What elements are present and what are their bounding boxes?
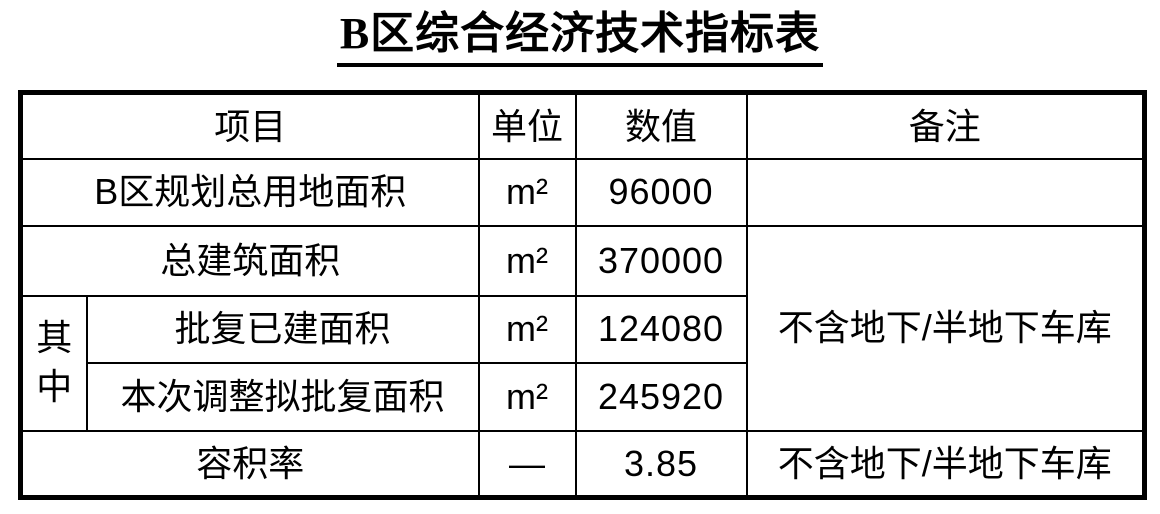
- cell-item: 本次调整拟批复面积: [85, 361, 480, 432]
- cell-remark: 不含地下/半地下车库: [745, 429, 1146, 499]
- cell-unit: m²: [477, 157, 577, 227]
- cell-item: 批复已建面积: [85, 294, 480, 364]
- cell-item: B区规划总用地面积: [19, 157, 480, 227]
- cell-value: 370000: [574, 224, 748, 297]
- table-row-total-land-area: B区规划总用地面积 m² 96000: [19, 157, 1146, 227]
- header-row: 项目 单位 数值 备注: [19, 91, 1146, 160]
- cell-item: 总建筑面积: [19, 224, 480, 297]
- table-row-total-floor-area: 总建筑面积 m² 370000 不含地下/半地下车库: [19, 224, 1146, 432]
- cell-value: 124080: [574, 294, 748, 364]
- cell-remark: [745, 157, 1146, 227]
- cell-unit: m²: [477, 294, 577, 364]
- page-title: B区综合经济技术指标表: [0, 9, 1160, 68]
- group-label-text: 其中: [36, 317, 73, 407]
- cell-unit: m²: [477, 224, 577, 297]
- cell-value: 245920: [574, 361, 748, 432]
- cell-unit: —: [477, 429, 577, 499]
- cell-unit: m²: [477, 361, 577, 432]
- header-unit: 单位: [477, 91, 577, 160]
- header-item: 项目: [19, 91, 480, 160]
- cell-remark-merged: 不含地下/半地下车库: [745, 224, 1146, 432]
- economic-indicator-table: 项目 单位 数值 备注 B区规划总用地面积 m² 96000 总建筑面积 m² …: [18, 90, 1148, 500]
- page-title-text: B区综合经济技术指标表: [336, 9, 824, 68]
- group-label-cell: 其中: [19, 294, 88, 432]
- cell-value: 3.85: [574, 429, 748, 499]
- table-row-approved-built-area: 其中 批复已建面积 m² 124080: [19, 294, 1145, 432]
- cell-item: 容积率: [19, 429, 480, 499]
- cell-value: 96000: [574, 157, 748, 227]
- table-row-plot-ratio: 容积率 — 3.85 不含地下/半地下车库: [19, 429, 1146, 499]
- header-remark: 备注: [745, 91, 1146, 160]
- header-value: 数值: [574, 91, 748, 160]
- table-row-adjusted-approval-area: 本次调整拟批复面积 m² 245920: [21, 361, 1145, 432]
